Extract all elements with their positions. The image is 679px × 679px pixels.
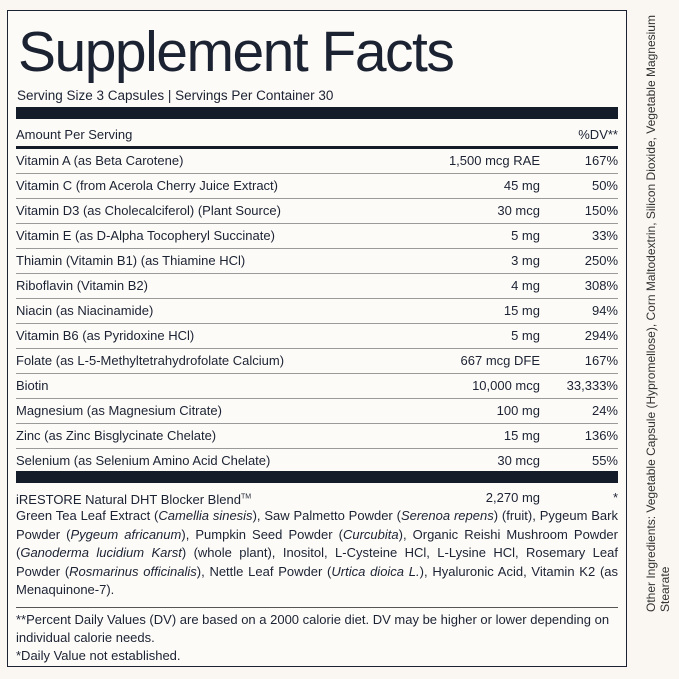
- nutrient-name: Thiamin (Vitamin B1) (as Thiamine HCl): [16, 253, 246, 268]
- ingredient-text: ), Organic Reishi Mushroom Powder (: [16, 526, 618, 561]
- footer-divider: [16, 607, 618, 608]
- nutrient-amount: 30 mcg: [497, 453, 540, 468]
- nutrient-row: Folate (as L-5-Methyltetrahydrofolate Ca…: [16, 349, 618, 374]
- nutrient-amount: 4 mg: [511, 278, 540, 293]
- ingredient-text: Green Tea Leaf Extract (: [16, 508, 159, 523]
- latin-name: Serenoa repens: [400, 508, 494, 523]
- blend-ingredients: Green Tea Leaf Extract (Camellia sinesis…: [16, 507, 618, 600]
- serving-info: Serving Size 3 Capsules | Servings Per C…: [17, 88, 334, 103]
- nutrient-row: Thiamin (Vitamin B1) (as Thiamine HCl) 3 …: [16, 249, 618, 274]
- nutrient-amount: 3 mg: [511, 253, 540, 268]
- ingredient-text: ) (fruit), Pygeum Bark Powder (: [16, 508, 618, 542]
- nutrient-row: Vitamin A (as Beta Carotene) 1,500 mcg RA…: [16, 149, 618, 174]
- nutrient-amount: 45 mg: [503, 178, 540, 193]
- nutrient-amount: 667 mcg DFE: [460, 353, 540, 368]
- ingredient-text: ), Nettle Leaf Powder (: [196, 563, 332, 579]
- nutrient-amount: 1,500 mcg RAE: [448, 153, 540, 168]
- latin-name: Rosmarinus officinalis: [69, 563, 197, 579]
- nutrient-dv: 250%: [584, 253, 618, 268]
- ingredient-text: ), Pumpkin Seed Powder (: [181, 526, 343, 542]
- nutrient-dv: 33,333%: [566, 378, 618, 393]
- latin-name: Urtica dioica L.: [331, 563, 420, 579]
- nutrient-name: Vitamin D3 (as Cholecalciferol) (Plant S…: [16, 203, 281, 218]
- supplement-facts-panel: Supplement Facts Serving Size 3 Capsules…: [7, 10, 627, 667]
- nutrient-table: Vitamin A (as Beta Carotene) 1,500 mcg RA…: [16, 149, 618, 473]
- footnote-dv: **Percent Daily Values (DV) are based on…: [16, 612, 610, 645]
- amount-per-serving-label: Amount Per Serving: [16, 127, 133, 142]
- nutrient-dv: 94%: [591, 303, 618, 318]
- nutrient-amount: 15 mg: [503, 303, 540, 318]
- nutrient-row: Vitamin E (as D-Alpha Tocopheryl Succina…: [16, 224, 618, 249]
- nutrient-name: Zinc (as Zinc Bisglycinate Chelate): [16, 428, 217, 443]
- nutrient-row: Zinc (as Zinc Bisglycinate Chelate) 15 mg…: [16, 424, 618, 449]
- nutrient-amount: 10,000 mcg: [472, 378, 540, 393]
- nutrient-dv: 50%: [591, 178, 618, 193]
- nutrient-row: Vitamin B6 (as Pyridoxine HCl) 5 mg 294%: [16, 324, 618, 349]
- nutrient-name: Vitamin E (as D-Alpha Tocopheryl Succina…: [16, 228, 275, 243]
- nutrient-amount: 30 mcg: [497, 203, 540, 218]
- thick-divider-top: [16, 107, 618, 119]
- other-ingredients: Other Ingredients: Vegetable Capsule (Hy…: [644, 15, 672, 612]
- footnote-not-established: *Daily Value not established.: [16, 648, 181, 663]
- nutrient-amount: 5 mg: [511, 328, 540, 343]
- nutrient-row: Riboflavin (Vitamin B2) 4 mg 308%: [16, 274, 618, 299]
- nutrient-name: Vitamin C (from Acerola Cherry Juice Ext…: [16, 178, 278, 193]
- nutrient-dv: 150%: [584, 203, 618, 218]
- nutrient-name: Magnesium (as Magnesium Citrate): [16, 403, 222, 418]
- proprietary-blend: iRESTORE Natural DHT Blocker BlendTM 2,2…: [16, 489, 618, 600]
- latin-name: Pygeum africanum: [70, 526, 182, 542]
- thick-divider-bottom: [16, 471, 618, 483]
- dv-header: %DV**: [578, 127, 618, 142]
- footnotes: **Percent Daily Values (DV) are based on…: [16, 611, 618, 665]
- nutrient-row: Magnesium (as Magnesium Citrate) 100 mg 24…: [16, 399, 618, 424]
- nutrient-row: Selenium (as Selenium Amino Acid Chelate…: [16, 449, 618, 473]
- nutrient-dv: 136%: [584, 428, 618, 443]
- ingredient-text: ), Hyaluronic Acid, Vitamin K2 (as Menaq…: [16, 563, 619, 598]
- nutrient-dv: 33%: [591, 228, 618, 243]
- column-header: Amount Per Serving %DV**: [16, 123, 618, 149]
- blend-dv: *: [612, 490, 618, 505]
- nutrient-dv: 167%: [584, 153, 618, 168]
- blend-amount: 2,270 mg: [485, 490, 540, 505]
- nutrient-dv: 294%: [584, 328, 618, 343]
- ingredient-text: ), Saw Palmetto Powder (: [252, 508, 401, 523]
- nutrient-row: Vitamin D3 (as Cholecalciferol) (Plant S…: [16, 199, 618, 224]
- nutrient-name: Niacin (as Niacinamide): [16, 303, 154, 318]
- nutrient-dv: 308%: [584, 278, 618, 293]
- nutrient-name: Biotin: [16, 378, 49, 393]
- ingredient-text: ) (whole plant), Inositol, L-Cysteine HC…: [16, 545, 618, 579]
- latin-name: Ganoderma lucidium Karst: [20, 545, 182, 560]
- nutrient-amount: 15 mg: [503, 428, 540, 443]
- nutrient-amount: 5 mg: [511, 228, 540, 243]
- panel-title: Supplement Facts: [18, 20, 455, 84]
- nutrient-dv: 167%: [584, 353, 618, 368]
- nutrient-name: Vitamin B6 (as Pyridoxine HCl): [16, 328, 195, 343]
- nutrient-name: Vitamin A (as Beta Carotene): [16, 153, 184, 168]
- nutrient-name: Selenium (as Selenium Amino Acid Chelate…: [16, 453, 271, 468]
- nutrient-row: Vitamin C (from Acerola Cherry Juice Ext…: [16, 174, 618, 199]
- nutrient-row: Niacin (as Niacinamide) 15 mg 94%: [16, 299, 618, 324]
- nutrient-name: Riboflavin (Vitamin B2): [16, 278, 148, 293]
- nutrient-row: Biotin 10,000 mcg 33,333%: [16, 374, 618, 399]
- latin-name: Curcubita: [342, 526, 399, 542]
- nutrient-amount: 100 mg: [496, 403, 540, 418]
- nutrient-dv: 24%: [591, 403, 618, 418]
- blend-name: iRESTORE Natural DHT Blocker BlendTM: [16, 492, 252, 508]
- nutrient-dv: 55%: [591, 453, 618, 468]
- latin-name: Camellia sinesis: [158, 508, 253, 523]
- nutrient-name: Folate (as L-5-Methyltetrahydrofolate Ca…: [16, 353, 285, 368]
